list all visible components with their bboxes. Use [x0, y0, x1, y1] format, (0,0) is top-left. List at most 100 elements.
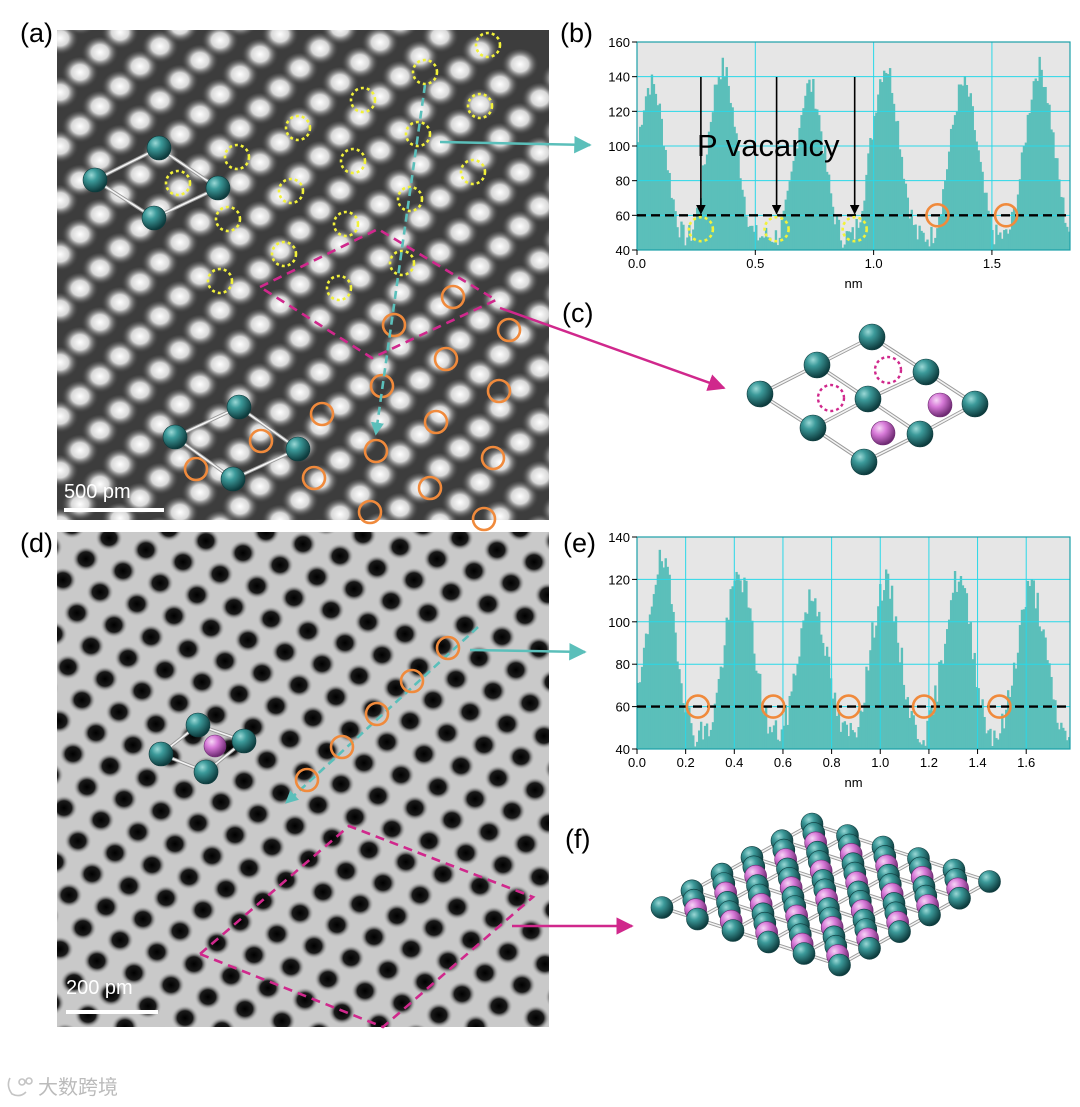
lattice-dark-spot — [235, 855, 263, 881]
signal-bar — [806, 613, 809, 749]
signal-bar — [839, 731, 843, 749]
vacancy-marker-yellow — [841, 215, 868, 243]
lattice-dark-spot — [484, 765, 512, 791]
vacancy-marker-yellow — [339, 147, 367, 175]
lattice-bright-spot — [289, 30, 311, 33]
signal-bar — [934, 237, 937, 250]
signal-bar — [823, 655, 827, 749]
signal-bar — [881, 82, 884, 250]
lattice-dark-spot — [57, 936, 74, 962]
signal-bar — [768, 726, 772, 749]
signal-bar — [737, 151, 740, 250]
atom-teal — [686, 907, 709, 931]
lattice-bright-spot — [541, 120, 549, 148]
atom-teal — [792, 942, 816, 965]
lattice-bright-spot — [521, 299, 549, 333]
lattice-dark-spot — [563, 876, 591, 902]
signal-bar — [1010, 211, 1014, 250]
lattice-bright-spot — [561, 205, 599, 239]
lattice-dark-spot — [354, 609, 382, 635]
signal-bar — [705, 723, 709, 749]
signal-bar — [999, 733, 1002, 749]
lattice-dark-spot — [286, 900, 314, 926]
signal-bar — [894, 616, 898, 749]
lattice-dark-spot — [263, 921, 291, 947]
signal-bar — [959, 576, 963, 749]
signal-bar — [812, 601, 815, 749]
signal-bar — [926, 720, 929, 749]
signal-bar — [1012, 662, 1016, 749]
signal-bar — [904, 699, 908, 749]
scalebar-d — [66, 1010, 158, 1014]
atom-marker-orange — [423, 409, 449, 435]
atom-marker-orange — [363, 438, 389, 464]
signal-bar — [1007, 233, 1010, 250]
lattice-dark-spot — [27, 816, 55, 842]
signal-bar — [908, 717, 911, 749]
lattice-dark-spot — [211, 648, 239, 674]
signal-bar — [1014, 668, 1018, 749]
x-tick-label: 1.2 — [920, 755, 938, 770]
signal-bar — [973, 130, 976, 250]
lattice-dark-spot — [111, 1014, 139, 1027]
signal-bar — [1036, 80, 1039, 250]
lattice-dark-spot — [355, 837, 383, 863]
y-tick-label: 80 — [616, 174, 630, 189]
lattice-dark-spot — [57, 763, 64, 787]
signal-bar — [816, 616, 819, 749]
signal-bar — [664, 558, 667, 749]
lattice-dark-spot — [197, 615, 225, 641]
signal-bar — [688, 225, 691, 250]
lattice-dark-spot — [447, 753, 475, 779]
vacancy-marker-yellow — [687, 215, 715, 243]
lattice-dark-spot — [257, 606, 285, 632]
atom-marker-orange — [435, 635, 461, 661]
lattice-dark-spot — [151, 657, 179, 683]
signal-bar — [973, 652, 976, 749]
signal-bar — [668, 574, 671, 749]
lattice-dark-spot — [341, 804, 369, 830]
lattice-bright-spot — [57, 106, 59, 122]
y-tick-label: 60 — [616, 208, 630, 223]
signal-bar — [904, 183, 908, 250]
signal-bar — [784, 199, 787, 250]
lattice-dark-spot — [489, 852, 517, 878]
signal-bar — [820, 131, 823, 250]
atom-teal — [799, 414, 827, 442]
lattice-dark-spot — [266, 552, 294, 578]
lattice-dark-spot — [23, 957, 51, 983]
signal-bar — [977, 688, 980, 749]
signal-bar — [837, 219, 841, 250]
signal-bar — [749, 608, 752, 749]
signal-bar — [859, 710, 862, 749]
lattice-dark-spot — [303, 564, 331, 590]
signal-bar — [792, 673, 795, 749]
y-tick-label: 140 — [608, 530, 630, 545]
signal-bar — [800, 115, 803, 250]
lattice-dark-spot — [276, 726, 304, 752]
signal-bar — [908, 218, 911, 250]
lattice-dark-spot — [306, 1020, 332, 1027]
signal-bar — [784, 705, 787, 749]
lattice-dark-spot — [340, 576, 368, 602]
y-tick-label: 60 — [616, 700, 630, 715]
signal-bar — [869, 137, 872, 250]
atom-marker-orange — [417, 475, 443, 501]
signal-bar — [884, 569, 888, 749]
lattice-dark-spot — [331, 630, 359, 656]
atom-teal — [858, 323, 886, 351]
atom-marker-orange — [329, 734, 355, 760]
signal-bar — [865, 174, 868, 250]
atom-teal — [746, 380, 774, 408]
signal-bar — [999, 232, 1002, 250]
micrograph-d-overlay — [148, 626, 536, 1029]
lattice-dark-spot — [156, 1026, 168, 1027]
lattice-dark-spot — [243, 573, 271, 599]
signal-bar — [967, 96, 971, 250]
signal-bar — [782, 725, 786, 749]
signal-bar — [910, 710, 913, 749]
signal-bar — [680, 683, 683, 749]
signal-bar — [989, 728, 992, 749]
lattice-dark-spot — [401, 795, 429, 821]
signal-bar — [660, 561, 663, 749]
